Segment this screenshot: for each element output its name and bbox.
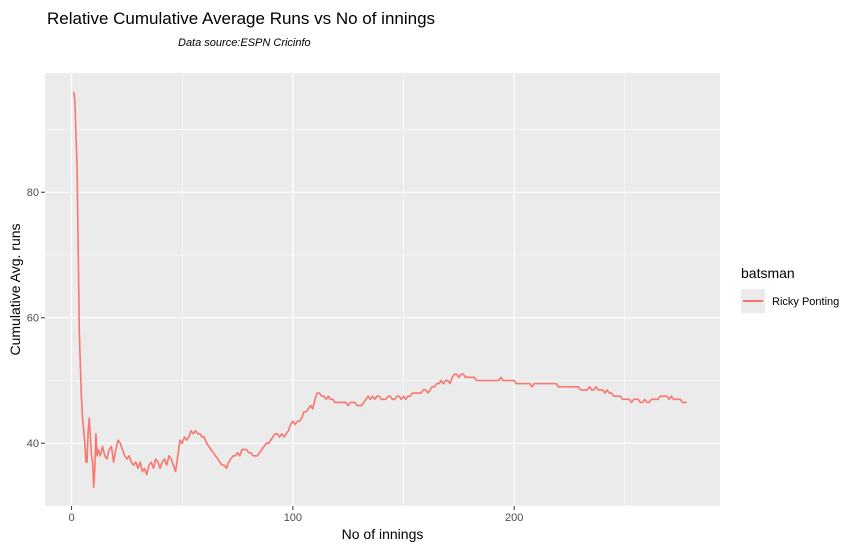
legend-title: batsman bbox=[741, 265, 795, 281]
y-tick-label: 80 bbox=[27, 187, 39, 199]
x-tick-label: 0 bbox=[68, 512, 74, 524]
plot-panel bbox=[45, 73, 720, 506]
chart-subtitle: Data source:ESPN Cricinfo bbox=[178, 37, 311, 49]
x-tick-label: 200 bbox=[505, 512, 523, 524]
x-tick-label: 100 bbox=[284, 512, 302, 524]
y-axis-title: Cumulative Avg. runs bbox=[7, 223, 23, 355]
y-tick-label: 60 bbox=[27, 313, 39, 325]
chart-title: Relative Cumulative Average Runs vs No o… bbox=[47, 9, 435, 28]
series-line-0 bbox=[72, 91, 687, 488]
x-axis: 0 100 200 bbox=[68, 506, 523, 524]
x-axis-title: No of innings bbox=[342, 526, 424, 542]
major-gridlines bbox=[45, 73, 720, 506]
y-axis: 40 60 80 bbox=[27, 187, 45, 450]
legend: batsman Ricky Ponting bbox=[741, 265, 839, 313]
legend-label-series-0: Ricky Ponting bbox=[772, 296, 839, 308]
series-layer bbox=[72, 91, 687, 488]
minor-gridlines bbox=[45, 73, 720, 507]
y-tick-label: 40 bbox=[27, 438, 39, 450]
